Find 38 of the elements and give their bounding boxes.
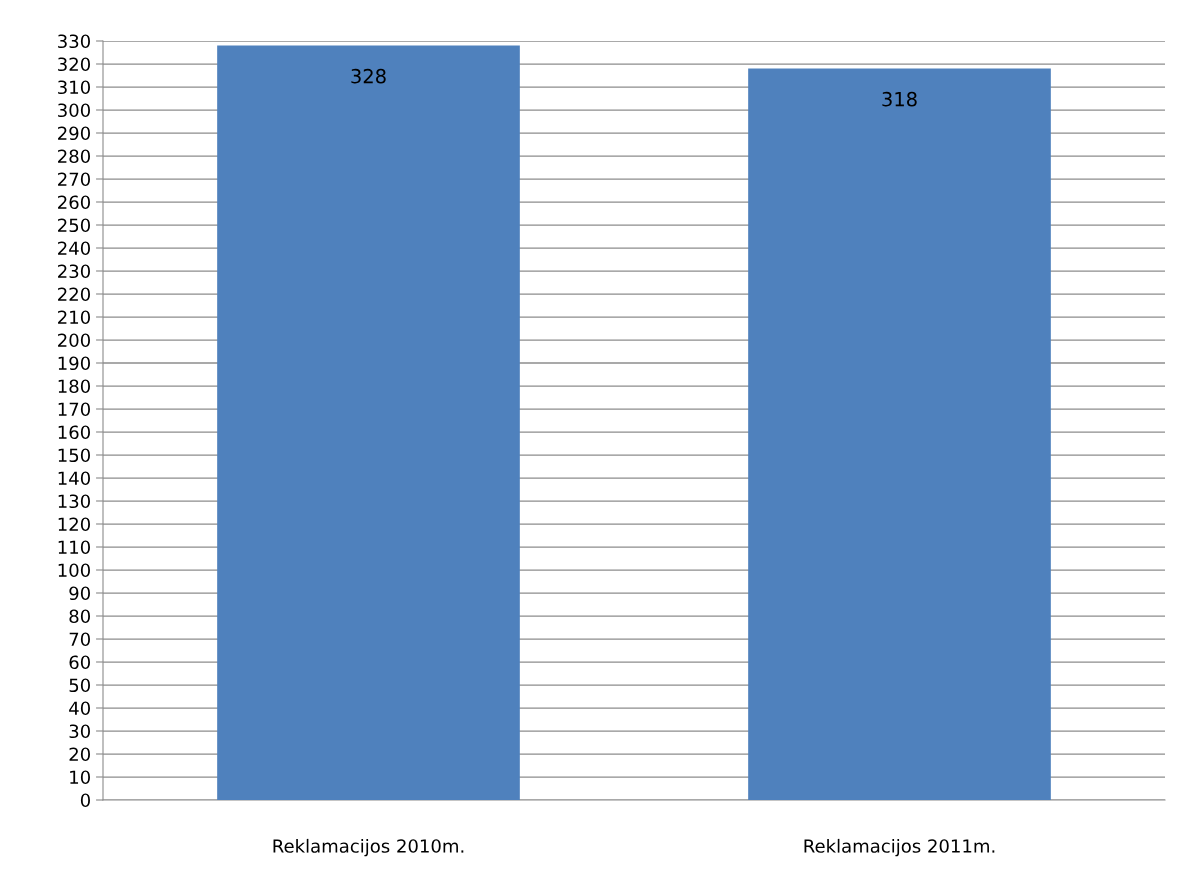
y-tick-label: 30 — [69, 724, 90, 739]
y-tick-label: 0 — [80, 793, 90, 808]
data-label: 318 — [882, 91, 917, 107]
y-tick-label: 130 — [58, 494, 90, 509]
y-tick-label: 310 — [58, 80, 90, 95]
y-tick-label: 170 — [58, 402, 90, 417]
y-tick-label: 260 — [58, 195, 90, 210]
y-tick-label: 90 — [69, 586, 90, 601]
y-tick-label: 270 — [58, 172, 90, 187]
y-tick-label: 110 — [58, 540, 90, 555]
y-tick-label: 20 — [69, 747, 90, 762]
y-tick-label: 50 — [69, 678, 90, 693]
y-tick-label: 290 — [58, 126, 90, 141]
y-tick-label: 210 — [58, 310, 90, 325]
x-tick-label: Reklamacijos 2010m. — [273, 838, 464, 857]
data-label: 328 — [351, 68, 386, 84]
y-tick-label: 70 — [69, 632, 90, 647]
y-tick-label: 300 — [58, 103, 90, 118]
y-tick-label: 160 — [58, 425, 90, 440]
y-tick-label: 150 — [58, 448, 90, 463]
y-tick-label: 10 — [70, 770, 90, 785]
y-tick-label: 240 — [58, 241, 90, 256]
y-tick-label: 220 — [58, 287, 90, 302]
x-tick-label: Reklamacijos 2011m. — [804, 838, 995, 857]
y-tick-label: 230 — [58, 264, 90, 279]
y-tick-label: 250 — [58, 218, 90, 233]
y-tick-label: 330 — [58, 34, 90, 49]
y-tick-label: 180 — [58, 379, 90, 394]
y-tick-label: 80 — [69, 609, 90, 624]
y-tick-label: 280 — [58, 149, 90, 164]
y-tick-label: 200 — [58, 333, 90, 348]
y-tick-label: 40 — [69, 701, 90, 716]
y-tick-label: 190 — [58, 356, 90, 371]
y-tick-label: 320 — [58, 57, 90, 72]
y-tick-label: 100 — [58, 563, 90, 578]
y-tick-label: 140 — [58, 471, 90, 486]
y-tick-label: 120 — [58, 517, 90, 532]
y-tick-label: 60 — [69, 655, 90, 670]
